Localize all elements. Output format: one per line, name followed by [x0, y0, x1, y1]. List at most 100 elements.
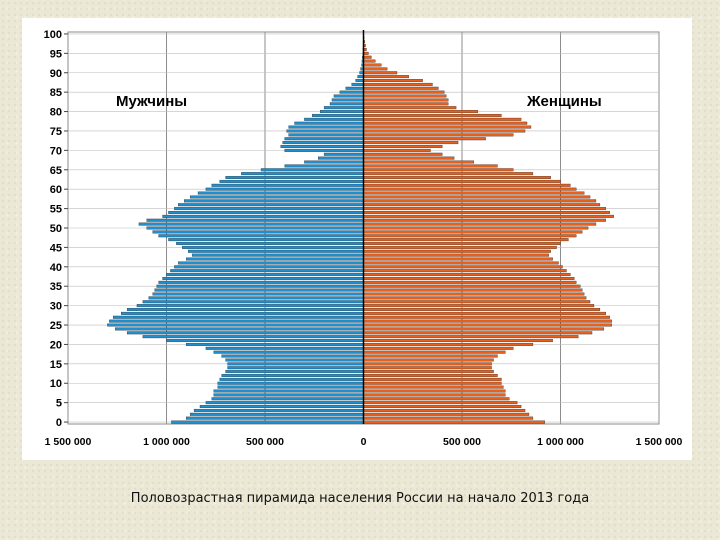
female-bar: [363, 238, 569, 242]
female-bar: [363, 141, 459, 145]
value-tick-label: 1 000 000: [143, 436, 190, 448]
female-bar: [363, 319, 612, 323]
male-bar: [174, 265, 364, 269]
male-bar: [184, 199, 364, 203]
female-bar: [363, 412, 530, 416]
male-bar: [156, 284, 364, 288]
female-bar: [363, 249, 551, 253]
female-bar: [363, 280, 577, 284]
female-bar: [363, 63, 382, 67]
female-bar: [363, 335, 579, 339]
female-bar: [363, 276, 575, 280]
male-bar: [136, 304, 364, 308]
male-bar: [182, 245, 364, 249]
female-bar: [363, 133, 514, 137]
female-bar: [363, 416, 534, 420]
male-bar: [345, 86, 364, 90]
labels-layer: 0 5 10 15 20 25 30 35 40 45 50 55 60 65 70 75 80 85 90 95 10…: [44, 29, 683, 448]
value-tick-label: 500 000: [246, 436, 284, 448]
female-bar: [363, 176, 551, 180]
female-bar: [363, 102, 449, 106]
male-bar: [158, 234, 364, 238]
male-bar: [186, 416, 364, 420]
female-bar: [363, 257, 553, 261]
age-tick-label: 25: [50, 320, 62, 332]
female-bar: [363, 362, 492, 366]
male-bar: [162, 214, 364, 218]
female-bar: [363, 199, 597, 203]
male-bar: [329, 102, 364, 106]
male-bar: [109, 319, 364, 323]
male-bar: [186, 257, 364, 261]
age-tick-label: 65: [50, 165, 62, 177]
female-bar: [363, 269, 567, 273]
female-bar: [363, 179, 561, 183]
male-bar: [162, 276, 364, 280]
value-tick-label: 500 000: [443, 436, 481, 448]
male-bar: [323, 106, 364, 110]
age-tick-label: 70: [50, 145, 62, 157]
chart-caption: Половозрастная пирамида населения России…: [130, 491, 590, 506]
female-bar: [363, 296, 587, 300]
male-bar: [211, 183, 364, 187]
female-bar: [363, 75, 409, 79]
male-bar: [227, 366, 364, 370]
female-bar: [363, 300, 591, 304]
male-bar: [225, 176, 364, 180]
male-bar: [294, 121, 364, 125]
male-bar: [357, 75, 364, 79]
male-bar: [193, 408, 364, 412]
female-bar: [363, 292, 585, 296]
male-bar: [219, 179, 364, 183]
male-bar: [154, 288, 364, 292]
chart-panel: 0 5 10 15 20 25 30 35 40 45 50 55 60 65 70 75 80 85 90 95 10…: [22, 18, 692, 460]
male-bar: [178, 261, 364, 265]
female-bar: [363, 339, 553, 343]
female-bar: [363, 129, 526, 133]
male-bar: [225, 358, 364, 362]
male-bar: [339, 90, 364, 94]
male-bar: [176, 242, 364, 245]
population-pyramid-chart: 0 5 10 15 20 25 30 35 40 45 50 55 60 65 70 75 80 85 90 95 10…: [44, 29, 683, 448]
male-bar: [138, 222, 364, 226]
male-bar: [158, 280, 364, 284]
male-bar: [288, 125, 364, 129]
male-bar: [284, 148, 364, 152]
female-bar: [363, 164, 498, 168]
female-bar: [363, 168, 514, 172]
male-bar: [217, 385, 364, 389]
value-tick-label: 1 000 000: [537, 436, 584, 448]
male-bar: [152, 292, 364, 296]
female-bar: [363, 183, 571, 187]
male-bar: [121, 311, 364, 315]
female-bar: [363, 152, 443, 156]
male-bar: [286, 129, 364, 133]
female-bar: [363, 331, 593, 335]
age-tick-label: 20: [50, 339, 62, 351]
male-bar: [213, 350, 364, 354]
female-bar: [363, 261, 559, 265]
age-tick-label: 90: [50, 68, 62, 80]
age-tick-label: 45: [50, 242, 62, 254]
female-bar: [363, 187, 577, 191]
male-bar: [146, 218, 364, 222]
female-bar: [363, 71, 398, 75]
female-bar: [363, 304, 595, 308]
male-bar: [331, 98, 364, 102]
male-bar: [260, 168, 364, 172]
male-bar: [168, 238, 364, 242]
male-bar: [284, 164, 364, 168]
female-bar: [363, 195, 591, 199]
age-tick-label: 80: [50, 107, 62, 119]
female-bar: [363, 222, 597, 226]
female-bar: [363, 374, 498, 377]
bars-layer: [107, 32, 614, 424]
age-tick-label: 40: [50, 262, 62, 274]
female-bar: [363, 393, 506, 397]
female-bar: [363, 381, 502, 385]
age-tick-label: 55: [50, 204, 62, 216]
age-tick-label: 95: [50, 48, 62, 60]
female-bar: [363, 203, 601, 207]
male-bar: [318, 156, 364, 160]
male-bar: [126, 308, 364, 311]
